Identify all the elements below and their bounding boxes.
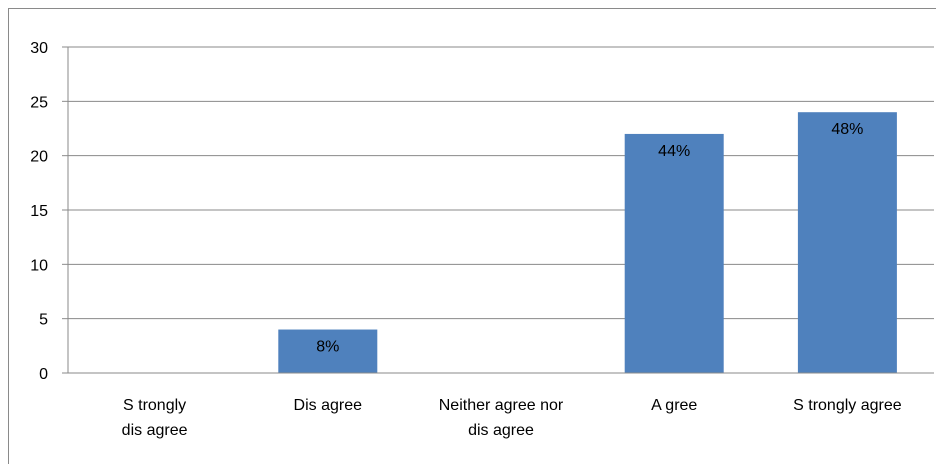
- bar: [797, 112, 897, 373]
- data-label: 8%: [316, 339, 339, 356]
- axes: [62, 46, 934, 374]
- y-tick-label: 5: [39, 312, 48, 329]
- data-label: 44%: [658, 143, 690, 160]
- x-category-label: Neither agree nor dis agree: [439, 397, 564, 439]
- y-tick-label: 0: [39, 366, 48, 383]
- y-tick-label: 20: [30, 149, 48, 166]
- x-category-label: S trongly agree: [793, 397, 902, 414]
- y-tick-label: 15: [30, 203, 48, 220]
- bar: [278, 329, 378, 373]
- gridlines: [68, 46, 934, 320]
- y-tick-label: 30: [30, 40, 48, 57]
- data-label: 48%: [831, 121, 863, 138]
- y-tick-label: 10: [30, 257, 48, 274]
- x-category-label: Dis agree: [294, 397, 363, 414]
- labels: 0 5 10 15 20 25 30 S trongly dis agree 8% Dis agre…: [30, 40, 902, 439]
- y-tick-label: 25: [30, 94, 48, 111]
- x-category-label: A gree: [651, 397, 697, 414]
- x-category-label: S trongly dis agree: [122, 397, 188, 439]
- bar: [624, 133, 724, 373]
- chart-frame: [8, 8, 936, 464]
- bars: [278, 112, 897, 373]
